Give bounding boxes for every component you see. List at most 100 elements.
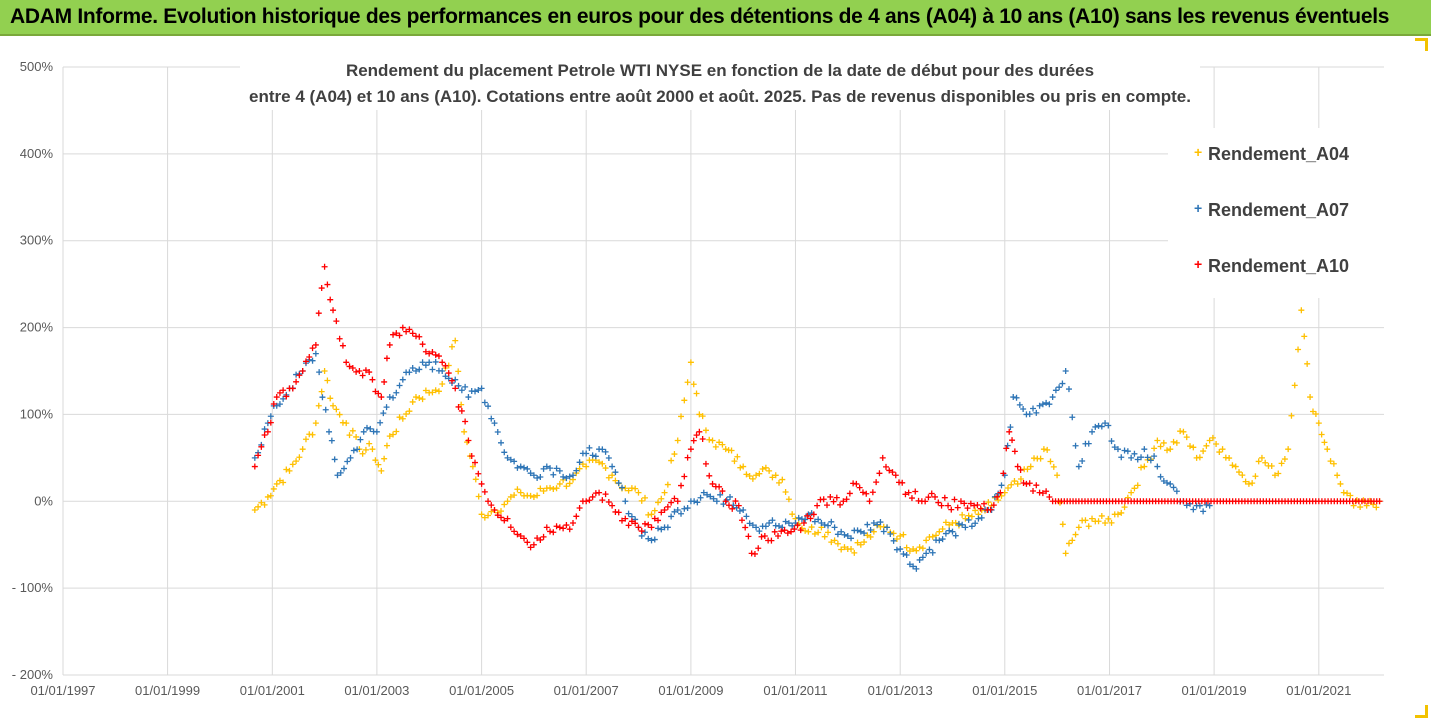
data-point xyxy=(380,410,387,417)
data-point xyxy=(789,511,796,518)
header-banner: ADAM Informe. Evolution historique des p… xyxy=(0,0,1431,36)
data-point xyxy=(635,524,642,531)
data-point xyxy=(882,463,889,470)
data-point xyxy=(586,497,593,504)
data-point xyxy=(1173,439,1180,446)
data-point xyxy=(1108,438,1115,445)
data-point xyxy=(346,363,353,370)
data-point xyxy=(258,443,265,450)
data-point xyxy=(403,328,410,335)
data-point xyxy=(327,296,334,303)
data-point xyxy=(791,526,798,533)
data-point xyxy=(1252,473,1259,480)
data-point xyxy=(312,420,319,427)
x-tick-label: 01/01/2005 xyxy=(449,683,514,698)
data-point xyxy=(889,469,896,476)
data-point xyxy=(1065,386,1072,393)
data-point xyxy=(472,459,479,466)
data-point xyxy=(638,497,645,504)
data-point xyxy=(339,342,346,349)
data-point xyxy=(851,549,858,556)
data-point xyxy=(498,508,505,515)
chart-title: Rendement du placement Petrole WTI NYSE … xyxy=(240,58,1200,110)
data-point xyxy=(343,359,350,366)
data-point xyxy=(1118,509,1125,516)
data-point xyxy=(919,554,926,561)
data-point xyxy=(416,395,423,402)
data-point xyxy=(785,520,792,527)
data-point xyxy=(406,326,413,333)
data-point xyxy=(331,456,338,463)
data-point xyxy=(527,492,534,499)
data-point xyxy=(341,465,348,472)
data-point xyxy=(422,387,429,394)
data-point xyxy=(795,514,802,521)
data-point xyxy=(328,437,335,444)
data-point xyxy=(589,493,596,500)
data-point xyxy=(296,454,303,461)
data-point xyxy=(488,502,495,509)
data-point xyxy=(678,482,685,489)
data-point xyxy=(668,513,675,520)
data-point xyxy=(435,388,442,395)
data-point xyxy=(498,439,505,446)
data-point xyxy=(276,401,283,408)
data-point xyxy=(1315,420,1322,427)
data-point xyxy=(367,425,374,432)
data-point xyxy=(1157,473,1164,480)
data-point xyxy=(566,480,573,487)
data-point xyxy=(1108,519,1115,526)
data-point xyxy=(828,518,835,525)
data-point xyxy=(1278,460,1285,467)
data-point xyxy=(1030,405,1037,412)
y-tick-label: - 200% xyxy=(12,667,54,682)
data-point xyxy=(550,529,557,536)
data-point xyxy=(828,539,835,546)
data-point xyxy=(1232,463,1239,470)
data-point xyxy=(1318,431,1325,438)
data-point xyxy=(674,506,681,513)
data-point xyxy=(485,403,492,410)
data-point xyxy=(504,515,511,522)
data-point xyxy=(560,473,567,480)
data-point xyxy=(638,528,645,535)
data-point xyxy=(977,505,984,512)
data-point xyxy=(283,466,290,473)
data-point xyxy=(315,310,322,317)
data-point xyxy=(861,539,868,546)
data-point xyxy=(306,353,313,360)
data-point xyxy=(837,501,844,508)
data-point xyxy=(475,387,482,394)
data-point xyxy=(599,497,606,504)
data-point xyxy=(651,536,658,543)
data-point xyxy=(372,457,379,464)
data-point xyxy=(782,489,789,496)
data-point xyxy=(936,528,943,535)
data-point xyxy=(455,382,462,389)
data-point xyxy=(713,498,720,505)
data-point xyxy=(864,532,871,539)
data-point xyxy=(674,437,681,444)
data-point xyxy=(586,444,593,451)
data-point xyxy=(1098,512,1105,519)
data-point xyxy=(1219,446,1226,453)
data-point xyxy=(850,480,857,487)
data-point xyxy=(912,488,919,495)
data-point xyxy=(664,481,671,488)
data-point xyxy=(383,442,390,449)
y-axis-tick-labels: 500% 400% 300% 200% 100% 0% - 100% - 200% xyxy=(12,59,54,682)
data-point xyxy=(378,394,385,401)
data-point xyxy=(530,472,537,479)
data-point xyxy=(1312,410,1319,417)
data-point xyxy=(560,525,567,532)
data-point xyxy=(840,498,847,505)
data-point xyxy=(861,530,868,537)
data-point xyxy=(975,515,982,522)
data-point xyxy=(641,494,648,501)
x-tick-label: 01/01/2009 xyxy=(658,683,723,698)
data-point xyxy=(583,463,590,470)
data-point xyxy=(324,377,331,384)
data-point xyxy=(363,424,370,431)
data-point xyxy=(625,522,632,529)
data-point xyxy=(273,480,280,487)
